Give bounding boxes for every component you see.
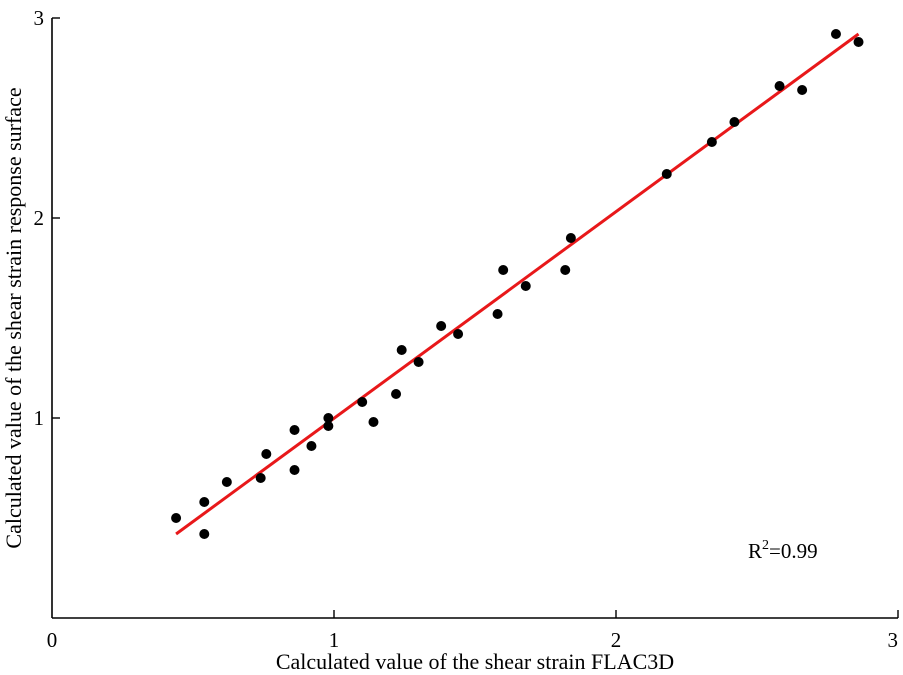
data-point	[498, 265, 509, 275]
axes	[51, 18, 898, 619]
data-point	[323, 421, 334, 431]
data-point	[492, 309, 503, 319]
x-tick-label: 1	[329, 628, 340, 652]
data-point	[199, 497, 210, 507]
r-squared-prefix: R	[748, 539, 762, 563]
r-squared-superscript: 2	[762, 538, 769, 553]
data-point	[661, 169, 672, 179]
x-axis-title: Calculated value of the shear strain FLA…	[276, 649, 674, 674]
data-point	[830, 29, 841, 39]
data-point	[199, 529, 210, 539]
r-squared-value: =0.99	[769, 539, 818, 563]
data-points	[171, 29, 864, 539]
y-axis-title: Calculated value of the shear strain res…	[1, 87, 26, 548]
data-point	[323, 413, 334, 423]
data-point	[261, 449, 272, 459]
data-point	[853, 37, 864, 47]
data-point	[357, 397, 368, 407]
regression-line	[175, 32, 860, 536]
data-point	[306, 441, 317, 451]
ticks	[52, 17, 899, 618]
data-point	[453, 329, 464, 339]
data-point	[729, 117, 740, 127]
data-point	[255, 473, 266, 483]
data-point	[391, 389, 402, 399]
y-tick-label: 1	[34, 406, 45, 430]
data-point	[706, 137, 717, 147]
data-point	[565, 233, 576, 243]
data-point	[560, 265, 571, 275]
x-tick-label: 2	[611, 628, 622, 652]
y-tick-label: 2	[34, 206, 45, 230]
x-tick-label: 3	[888, 628, 899, 652]
data-point	[396, 345, 407, 355]
r-squared-annotation: R2=0.99	[748, 538, 818, 563]
data-point	[289, 465, 300, 475]
tick-labels: 0 1 2 3 1 2 3	[34, 6, 899, 652]
data-point	[368, 417, 379, 427]
x-tick-label: 0	[47, 628, 58, 652]
data-point	[171, 513, 182, 523]
data-point	[797, 85, 808, 95]
data-point	[289, 425, 300, 435]
data-point	[221, 477, 232, 487]
data-point	[520, 281, 531, 291]
data-point	[436, 321, 447, 331]
data-point	[774, 81, 785, 91]
data-point	[413, 357, 424, 367]
y-tick-label: 3	[34, 6, 45, 30]
